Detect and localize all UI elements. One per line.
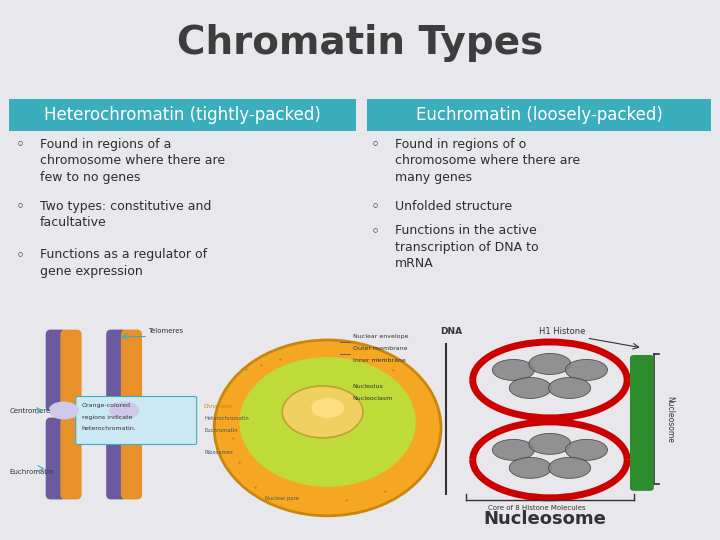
FancyBboxPatch shape: [106, 417, 127, 500]
Text: Functions in the active
transcription of DNA to
mRNA: Functions in the active transcription of…: [395, 224, 538, 270]
Text: Telomeres: Telomeres: [148, 328, 184, 334]
FancyBboxPatch shape: [121, 417, 142, 500]
Ellipse shape: [109, 402, 139, 420]
Text: Core of 8 Histone Molecules: Core of 8 Histone Molecules: [488, 505, 586, 511]
Ellipse shape: [509, 377, 552, 399]
FancyBboxPatch shape: [121, 329, 142, 411]
Text: Heterochromatin: Heterochromatin: [204, 416, 249, 421]
Text: DNA: DNA: [441, 327, 462, 336]
Text: Nuclear envelope: Nuclear envelope: [353, 334, 408, 339]
Ellipse shape: [492, 440, 534, 461]
Text: Nucleoclasm: Nucleoclasm: [353, 396, 393, 401]
Ellipse shape: [509, 457, 552, 478]
Text: Ribosomes: Ribosomes: [204, 450, 233, 455]
Text: Nucleolus: Nucleolus: [353, 384, 384, 389]
FancyBboxPatch shape: [60, 329, 81, 411]
FancyBboxPatch shape: [76, 396, 197, 444]
Text: Orange-colored: Orange-colored: [82, 402, 131, 408]
Text: Nucleosome: Nucleosome: [665, 396, 674, 443]
Text: Found in regions of a
chromosome where there are
few to no genes: Found in regions of a chromosome where t…: [40, 138, 225, 184]
FancyBboxPatch shape: [45, 417, 67, 500]
Text: Chromatin Types: Chromatin Types: [177, 24, 543, 62]
Text: Found in regions of o
chromosome where there are
many genes: Found in regions of o chromosome where t…: [395, 138, 580, 184]
Text: Euchromatin (loosely-packed): Euchromatin (loosely-packed): [416, 106, 662, 124]
Text: ◦: ◦: [371, 138, 380, 153]
Text: Chromatin: Chromatin: [204, 404, 233, 409]
Text: Euchromatin: Euchromatin: [9, 469, 54, 475]
Ellipse shape: [48, 402, 78, 420]
Ellipse shape: [549, 377, 590, 399]
Text: heterochromatin.: heterochromatin.: [82, 427, 137, 431]
Ellipse shape: [529, 354, 571, 374]
Ellipse shape: [549, 457, 590, 478]
Text: Nuclear pore: Nuclear pore: [265, 496, 299, 501]
Text: Centromere: Centromere: [9, 408, 50, 414]
Text: Functions as a regulator of
gene expression: Functions as a regulator of gene express…: [40, 248, 207, 278]
Text: ◦: ◦: [16, 138, 24, 153]
Text: Unfolded structure: Unfolded structure: [395, 200, 512, 213]
FancyBboxPatch shape: [106, 329, 127, 411]
FancyBboxPatch shape: [367, 99, 711, 131]
Ellipse shape: [529, 434, 571, 454]
FancyBboxPatch shape: [9, 99, 356, 131]
Text: Inner membrane: Inner membrane: [353, 358, 405, 363]
Ellipse shape: [565, 360, 608, 381]
Text: ◦: ◦: [16, 248, 24, 264]
FancyBboxPatch shape: [60, 417, 81, 500]
Ellipse shape: [215, 340, 441, 516]
Text: ◦: ◦: [371, 200, 380, 215]
Text: H1 Histone: H1 Histone: [539, 327, 585, 336]
Text: Outer membrane: Outer membrane: [353, 346, 408, 351]
Text: ◦: ◦: [371, 224, 380, 239]
Ellipse shape: [239, 357, 416, 487]
Text: Two types: constitutive and
facultative: Two types: constitutive and facultative: [40, 200, 211, 230]
Ellipse shape: [492, 360, 534, 381]
Text: regions indicate: regions indicate: [82, 415, 132, 420]
Text: ◦: ◦: [16, 200, 24, 215]
Text: Nucleosome: Nucleosome: [483, 510, 606, 528]
Ellipse shape: [565, 440, 608, 461]
Ellipse shape: [311, 398, 344, 418]
Ellipse shape: [282, 386, 363, 438]
Text: Euchromatin: Euchromatin: [204, 428, 238, 433]
FancyBboxPatch shape: [45, 329, 67, 411]
Text: Heterochromatin (tightly-packed): Heterochromatin (tightly-packed): [44, 106, 321, 124]
FancyBboxPatch shape: [630, 355, 654, 491]
